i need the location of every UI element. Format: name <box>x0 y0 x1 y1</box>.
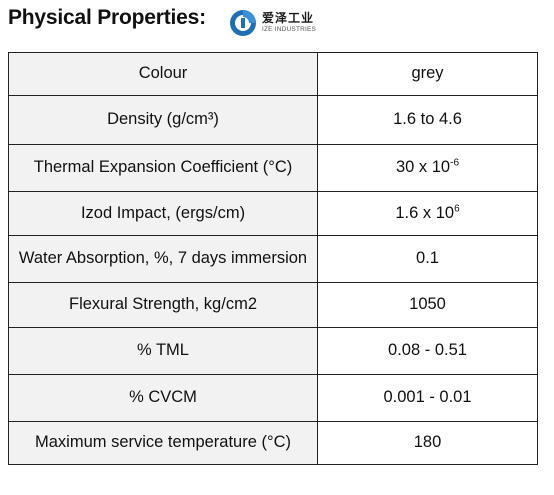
value-cell: 180 <box>317 421 538 465</box>
value-base: 1.6 x 10 <box>395 203 455 222</box>
value-cell: 1.6 to 4.6 <box>317 95 538 145</box>
property-cell: Colour <box>8 52 318 96</box>
table-row: Density (g/cm³) 1.6 to 4.6 <box>8 95 538 145</box>
table-row: % CVCM 0.001 - 0.01 <box>8 374 538 422</box>
value-cell: grey <box>317 52 538 96</box>
table-row: Thermal Expansion Coefficient (°C) 30 x … <box>8 144 538 192</box>
table-row: Colour grey <box>8 52 538 96</box>
logo-name-en: IZE INDUSTRIES <box>262 26 317 34</box>
property-cell: Thermal Expansion Coefficient (°C) <box>8 144 318 192</box>
ize-logo-icon <box>230 10 256 36</box>
property-cell: Maximum service temperature (°C) <box>8 421 318 465</box>
value-exponent: -6 <box>450 157 460 169</box>
value-cell: 1.6 x 106 <box>317 191 538 236</box>
value-cell: 0.08 - 0.51 <box>317 327 538 375</box>
property-cell: % CVCM <box>8 374 318 422</box>
logo-text: 爱泽工业 IZE INDUSTRIES <box>262 12 316 34</box>
logo-name-cn: 爱泽工业 <box>262 11 315 26</box>
physical-properties-table: Colour grey Density (g/cm³) 1.6 to 4.6 T… <box>8 52 538 465</box>
table-row: % TML 0.08 - 0.51 <box>8 327 538 375</box>
property-cell: Izod Impact, (ergs/cm) <box>8 191 318 236</box>
table-row: Izod Impact, (ergs/cm) 1.6 x 106 <box>8 191 538 236</box>
value-cell: 0.001 - 0.01 <box>317 374 538 422</box>
page-title: Physical Properties: <box>8 6 206 29</box>
value-cell: 1050 <box>317 282 538 328</box>
value-base: 30 x 10 <box>395 158 451 177</box>
property-cell: % TML <box>8 327 318 375</box>
company-logo: 爱泽工业 IZE INDUSTRIES <box>228 8 316 38</box>
property-cell: Flexural Strength, kg/cm2 <box>8 282 318 328</box>
value-cell: 0.1 <box>317 235 538 283</box>
property-cell: Density (g/cm³) <box>8 95 318 145</box>
table-row: Flexural Strength, kg/cm2 1050 <box>8 282 538 328</box>
table-row: Water Absorption, %, 7 days immersion 0.… <box>8 235 538 283</box>
value-exponent: 6 <box>454 203 460 215</box>
table-row: Maximum service temperature (°C) 180 <box>8 421 538 465</box>
value-cell: 30 x 10-6 <box>317 144 538 192</box>
property-cell: Water Absorption, %, 7 days immersion <box>8 235 318 283</box>
